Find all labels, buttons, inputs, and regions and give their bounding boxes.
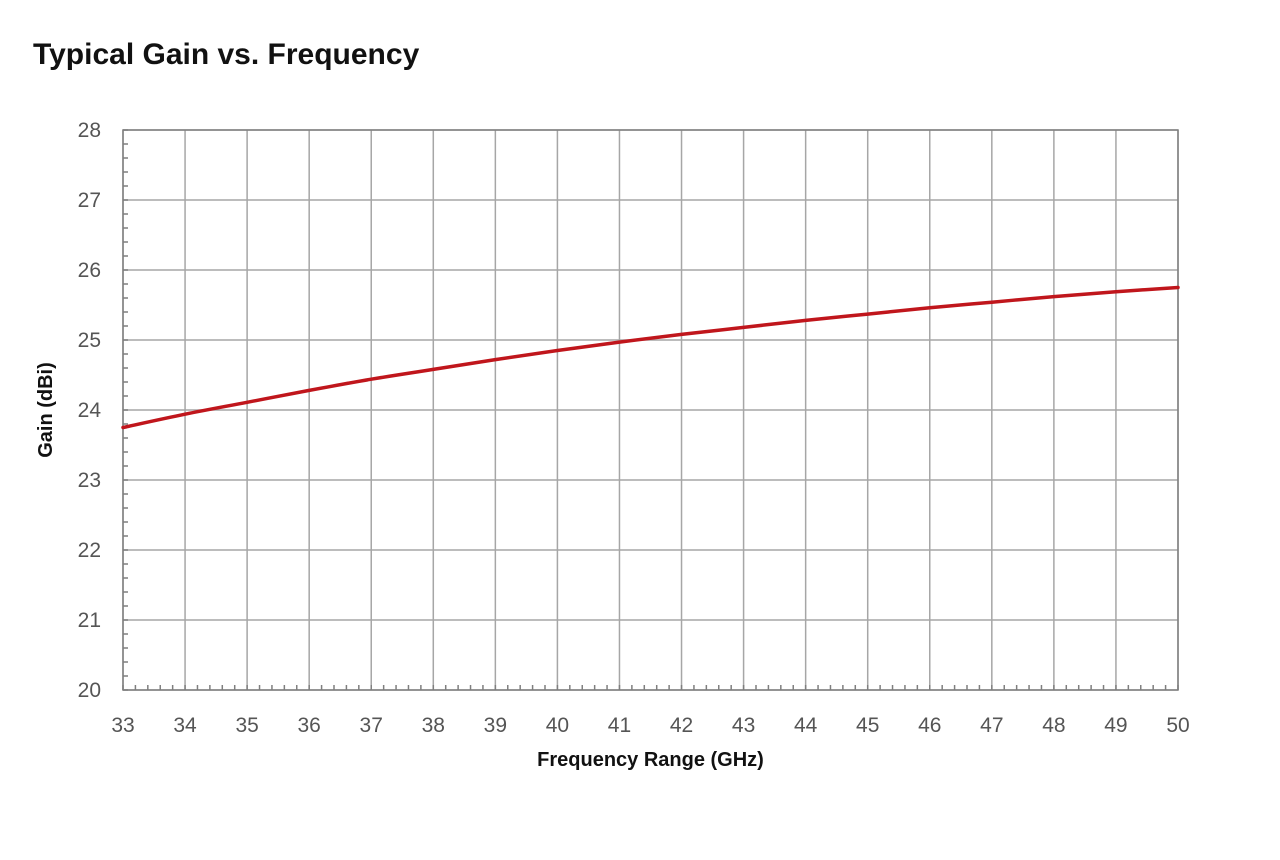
x-tick-label: 39 — [484, 714, 507, 737]
y-axis-title: Gain (dBi) — [35, 362, 57, 458]
y-tick-label: 22 — [78, 539, 101, 562]
x-tick-label: 40 — [546, 714, 569, 737]
y-tick-label: 24 — [78, 399, 102, 422]
x-tick-label: 50 — [1166, 714, 1189, 737]
x-tick-label: 46 — [918, 714, 941, 737]
x-tick-label: 49 — [1104, 714, 1127, 737]
x-tick-label: 34 — [173, 714, 197, 737]
x-tick-label: 38 — [422, 714, 445, 737]
y-tick-label: 21 — [78, 609, 101, 632]
x-tick-label: 47 — [980, 714, 1003, 737]
minor-ticks — [122, 129, 1179, 691]
y-tick-label: 26 — [78, 259, 101, 282]
y-tick-label: 25 — [78, 329, 101, 352]
y-tick-label: 28 — [78, 119, 101, 142]
x-tick-label: 45 — [856, 714, 879, 737]
x-tick-label: 42 — [670, 714, 693, 737]
x-tick-label: 36 — [297, 714, 320, 737]
x-tick-labels: 33 34 35 36 37 38 39 40 41 42 43 44 45 46 47 48 49 50 — [111, 714, 1189, 737]
y-tick-labels: 20 21 22 23 24 25 26 27 28 — [78, 119, 102, 702]
x-tick-label: 44 — [794, 714, 818, 737]
series-layer — [121, 285, 1180, 430]
x-axis-title: Frequency Range (GHz) — [537, 749, 764, 771]
grid-lines — [122, 129, 1179, 691]
gain-series-line — [121, 285, 1180, 430]
x-tick-label: 41 — [608, 714, 631, 737]
x-tick-label: 48 — [1042, 714, 1065, 737]
x-tick-label: 33 — [111, 714, 134, 737]
y-tick-label: 23 — [78, 469, 101, 492]
plot-area-frame — [122, 129, 1179, 691]
chart-title: Typical Gain vs. Frequency — [33, 38, 420, 71]
x-tick-label: 35 — [235, 714, 258, 737]
y-tick-label: 20 — [78, 679, 101, 702]
x-tick-label: 37 — [360, 714, 383, 737]
x-tick-label: 43 — [732, 714, 755, 737]
y-tick-label: 27 — [78, 189, 101, 212]
